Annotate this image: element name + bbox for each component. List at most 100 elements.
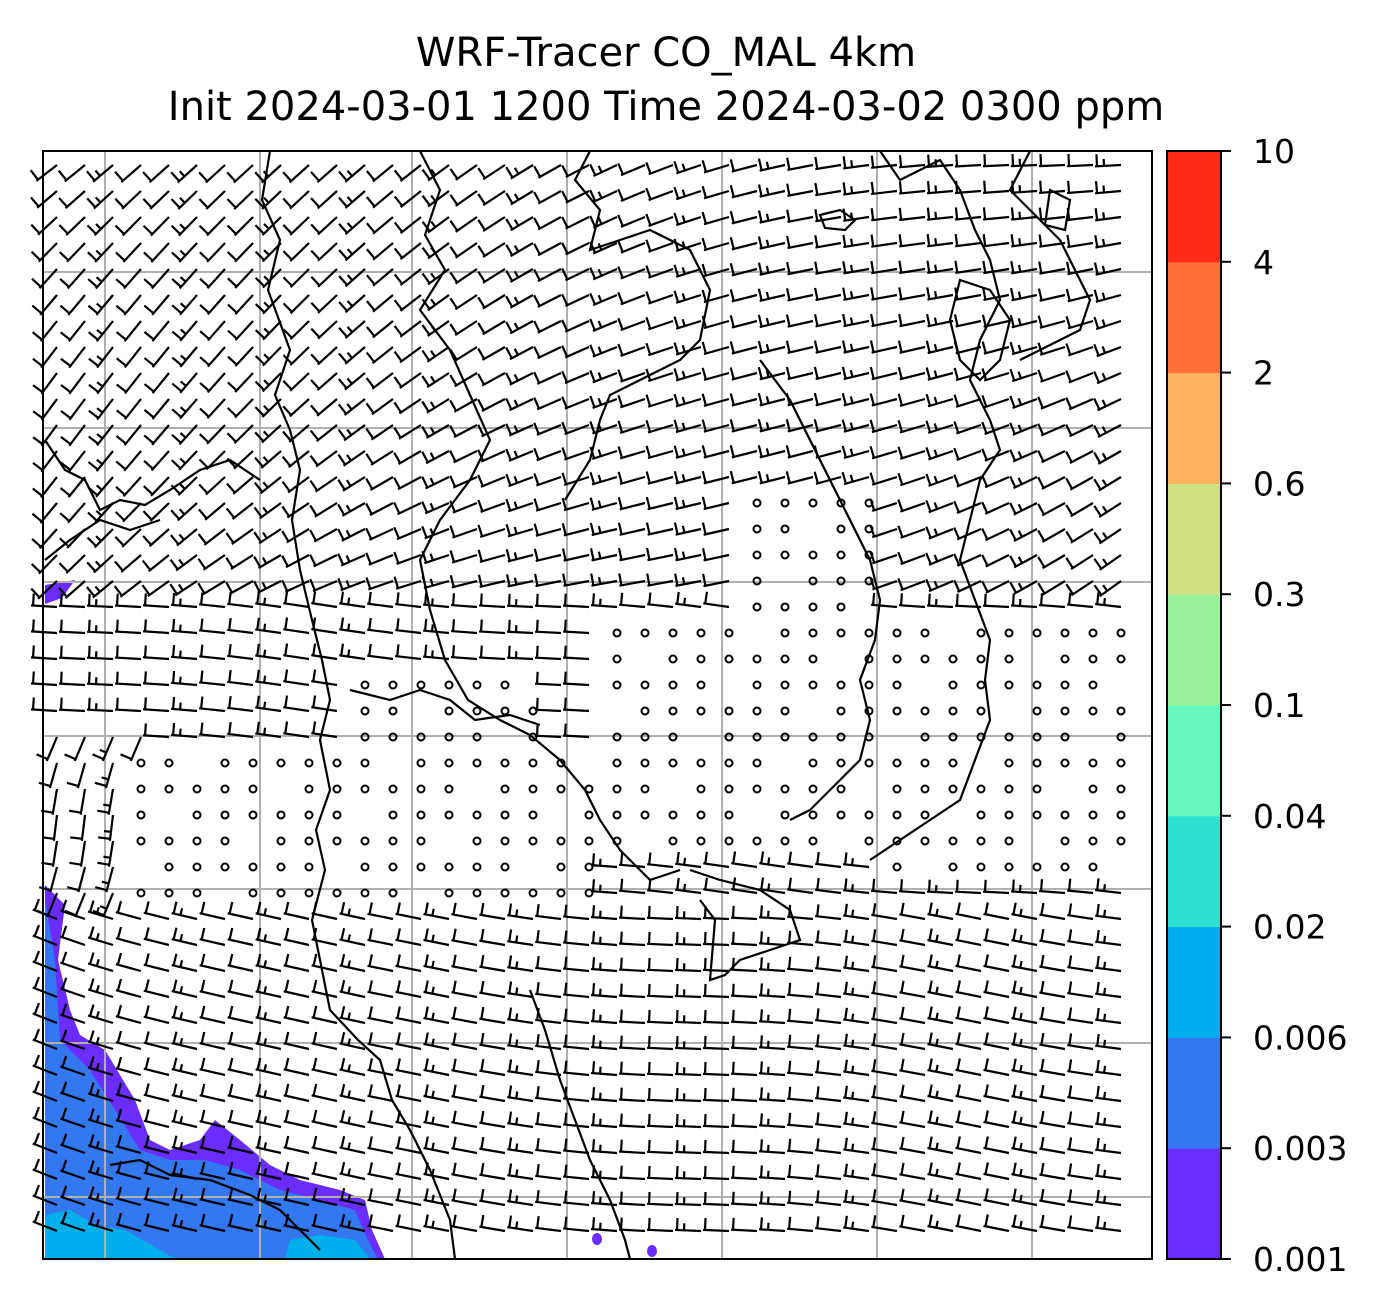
colorbar-tick-label: 2 [1253, 354, 1274, 393]
wind-barb [115, 242, 142, 263]
wind-barb [981, 501, 1010, 515]
wind-barb [282, 372, 310, 392]
wind-barb [898, 155, 926, 169]
wind-barb [226, 190, 254, 210]
wind-barb [337, 476, 366, 492]
wind-barb [926, 181, 954, 195]
wind-barb [870, 208, 898, 222]
wind-barb [841, 445, 870, 460]
colorbar-band [1167, 815, 1221, 928]
wind-barb [254, 242, 282, 263]
wind-barb [393, 450, 422, 466]
wind-barb [617, 420, 646, 434]
wind-barb [1065, 288, 1094, 303]
wind-barb [673, 290, 702, 304]
wind-barb [814, 261, 842, 275]
wind-barb [897, 420, 926, 434]
wind-barb [645, 291, 674, 305]
wind-barb [841, 366, 870, 381]
wind-barb [701, 263, 730, 278]
wind-barb [925, 340, 954, 355]
wind-barb [617, 266, 646, 280]
wind-barb [421, 320, 450, 337]
colorbar-tick-label: 0.1 [1253, 686, 1305, 725]
wind-barb [449, 398, 478, 413]
wind-barb [310, 294, 338, 314]
wind-barb [281, 450, 310, 469]
wind-barb [115, 424, 142, 446]
wind-barb [953, 367, 982, 382]
wind-barb [1037, 476, 1066, 490]
wind-barb [982, 287, 1010, 302]
calm-circle [836, 498, 846, 508]
wind-barb [282, 190, 310, 210]
wind-barb [170, 216, 198, 237]
wind-barb [1010, 234, 1038, 248]
wind-barb [1038, 180, 1066, 194]
wind-barb [281, 476, 310, 494]
wind-barb [645, 368, 674, 383]
wind-barb [701, 237, 730, 252]
wind-barb [227, 294, 254, 315]
wind-barb [533, 320, 562, 334]
wind-barb [925, 473, 954, 487]
wind-barb [198, 216, 226, 237]
wind-barb [87, 450, 114, 472]
wind-barb [199, 242, 226, 263]
wind-barb [533, 164, 562, 179]
wind-barb [1094, 208, 1122, 222]
wind-barb [338, 190, 366, 209]
wind-barb [86, 164, 114, 183]
wind-barb [115, 294, 142, 316]
wind-barb [309, 502, 338, 518]
wind-barb [310, 216, 338, 236]
wind-barb [115, 320, 142, 342]
wind-barb [645, 187, 674, 202]
wind-barb [171, 450, 198, 471]
wind-barb [757, 158, 786, 172]
wind-barb [505, 190, 534, 206]
wind-barb [505, 216, 534, 232]
wind-barb [757, 210, 786, 224]
wind-barb [617, 471, 646, 486]
wind-barb [199, 398, 226, 419]
wind-barb [645, 342, 674, 357]
wind-barb [925, 313, 954, 328]
wind-barb [870, 181, 898, 196]
wind-barb [477, 474, 506, 488]
wind-barb [1037, 396, 1066, 410]
wind-barb [393, 398, 422, 415]
wind-barb [449, 372, 478, 388]
wind-barb [982, 207, 1010, 221]
wind-barb [589, 318, 618, 332]
wind-barb [32, 398, 58, 421]
wind-barb [393, 164, 422, 182]
plume-0.006 [45, 1210, 175, 1259]
wind-barb [898, 181, 926, 195]
wind-barb [1010, 180, 1038, 194]
wind-barb [171, 346, 198, 368]
wind-barb [729, 393, 758, 407]
wind-barb [701, 496, 730, 511]
wind-barb [982, 233, 1010, 248]
wind-barb [254, 398, 282, 418]
wind-barb [898, 313, 926, 328]
wind-barb [1065, 476, 1094, 491]
wind-barb [365, 527, 394, 541]
wind-barb [645, 394, 674, 408]
wind-barb [925, 367, 954, 381]
wind-barb [171, 294, 198, 316]
wind-barb [393, 424, 422, 440]
wind-barb [254, 346, 282, 367]
wind-barb [869, 340, 898, 354]
wind-barb [58, 216, 86, 236]
title-line-1: WRF-Tracer CO_MAL 4km [415, 30, 917, 76]
wind-barb [729, 185, 758, 199]
wind-barb [842, 208, 870, 222]
wind-barb [589, 421, 618, 435]
wind-barb [310, 242, 338, 262]
wind-barb [926, 154, 954, 168]
colorbar-band [1167, 926, 1221, 1038]
wind-barb [365, 372, 394, 390]
